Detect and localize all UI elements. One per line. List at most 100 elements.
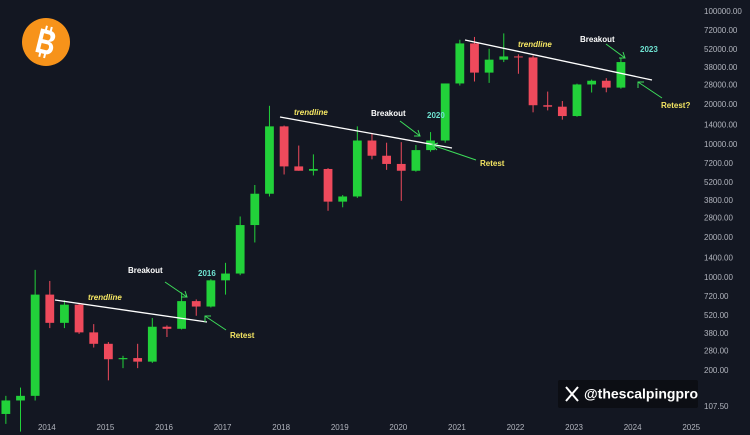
candle-body — [440, 83, 450, 141]
annotation: 2016 — [198, 269, 216, 278]
arrows — [164, 43, 663, 331]
candle-body — [587, 80, 597, 85]
arrow — [164, 281, 188, 298]
annotation: trendline — [88, 293, 122, 302]
candle-body — [221, 273, 230, 281]
candle-body — [514, 56, 523, 58]
candle-body — [470, 43, 479, 73]
annotation: Retest — [480, 159, 505, 168]
candle-body — [323, 168, 333, 202]
candle-body — [265, 126, 274, 194]
candle-body — [74, 304, 84, 333]
trendline — [54, 299, 208, 323]
watermark: @thescalpingpro — [558, 380, 698, 408]
candle-body — [338, 196, 348, 202]
y-tick-label: 100000.00 — [704, 7, 742, 16]
candle-body — [16, 395, 25, 401]
candle-body — [543, 105, 553, 107]
candles — [1, 33, 626, 432]
y-tick-label: 72000.00 — [704, 26, 738, 35]
candle-body — [557, 106, 567, 117]
y-tick-label: 2000.00 — [704, 233, 733, 242]
candle-body — [455, 43, 465, 84]
candle-body — [382, 155, 392, 164]
candle-body — [294, 166, 304, 171]
candle-body — [616, 62, 626, 88]
annotation: trendline — [518, 40, 552, 49]
x-tick-label: 2020 — [389, 423, 407, 432]
y-tick-label: 3800.00 — [704, 196, 733, 205]
x-tick-label: 2021 — [448, 423, 466, 432]
y-tick-label: 38000.00 — [704, 63, 738, 72]
candle-body — [45, 294, 55, 323]
y-tick-label: 200.00 — [704, 366, 729, 375]
y-tick-label: 280.00 — [704, 347, 729, 356]
candle-body — [60, 304, 69, 323]
y-tick-label: 1000.00 — [704, 273, 733, 282]
candle-body — [147, 326, 157, 362]
annotation: Breakout — [371, 109, 406, 118]
arrow — [605, 43, 626, 59]
y-tick-label: 7200.00 — [704, 159, 733, 168]
y-tick-label: 380.00 — [704, 329, 729, 338]
candle-body — [235, 225, 245, 274]
candle-body — [177, 301, 186, 329]
y-tick-label: 20000.00 — [704, 100, 738, 109]
x-tick-label: 2019 — [331, 423, 349, 432]
y-tick-label: 14000.00 — [704, 121, 738, 130]
candle-body — [411, 150, 421, 171]
candle-body — [30, 294, 40, 396]
candle-body — [103, 343, 113, 360]
trendline — [279, 116, 453, 149]
x-logo — [565, 386, 579, 402]
x-tick-label: 2023 — [565, 423, 583, 432]
x-tick-label: 2022 — [507, 423, 525, 432]
y-tick-label: 1400.00 — [704, 254, 733, 263]
watermark-box — [558, 380, 698, 408]
arrow — [204, 315, 227, 331]
y-tick-label: 5200.00 — [704, 178, 733, 187]
candle-body — [206, 280, 216, 307]
trendline — [464, 39, 653, 81]
arrow — [399, 120, 421, 137]
candle-body — [499, 56, 509, 60]
y-tick-label: 28000.00 — [704, 81, 738, 90]
annotations: Breakout 2016 trendline Retest trendline… — [88, 35, 690, 340]
arrow — [431, 142, 477, 161]
candle-body — [367, 140, 377, 156]
arrow — [637, 81, 663, 99]
candle-body — [89, 332, 99, 344]
y-tick-label: 720.00 — [704, 292, 729, 301]
y-tick-label: 520.00 — [704, 311, 729, 320]
candle-body — [528, 57, 538, 106]
watermark-text: @thescalpingpro — [584, 386, 698, 402]
candle-body — [133, 358, 143, 362]
candle-body — [601, 80, 611, 88]
x-tick-label: 2014 — [38, 423, 56, 432]
annotation: Breakout — [580, 35, 615, 44]
x-tick-label: 2015 — [97, 423, 115, 432]
trendlines — [54, 39, 653, 323]
annotation: 2023 — [640, 45, 658, 54]
candle-body — [162, 326, 172, 329]
candle-body — [396, 163, 406, 171]
logo-glyph — [35, 25, 56, 59]
y-tick-label: 2800.00 — [704, 214, 733, 223]
candle-body — [250, 193, 260, 226]
x-tick-label: 2017 — [214, 423, 232, 432]
candle-body — [426, 140, 435, 151]
candle-body — [572, 84, 582, 117]
x-tick-label: 2025 — [682, 423, 700, 432]
y-tick-label: 10000.00 — [704, 140, 738, 149]
candle-body — [352, 140, 362, 197]
candle-body — [484, 59, 494, 73]
y-tick-label: 52000.00 — [704, 45, 738, 54]
annotation: Retest — [230, 331, 255, 340]
annotation: Retest? — [661, 101, 690, 110]
x-tick-label: 2016 — [155, 423, 173, 432]
candle-body — [279, 126, 289, 167]
candle-body — [191, 301, 201, 307]
candle-body — [1, 400, 11, 414]
